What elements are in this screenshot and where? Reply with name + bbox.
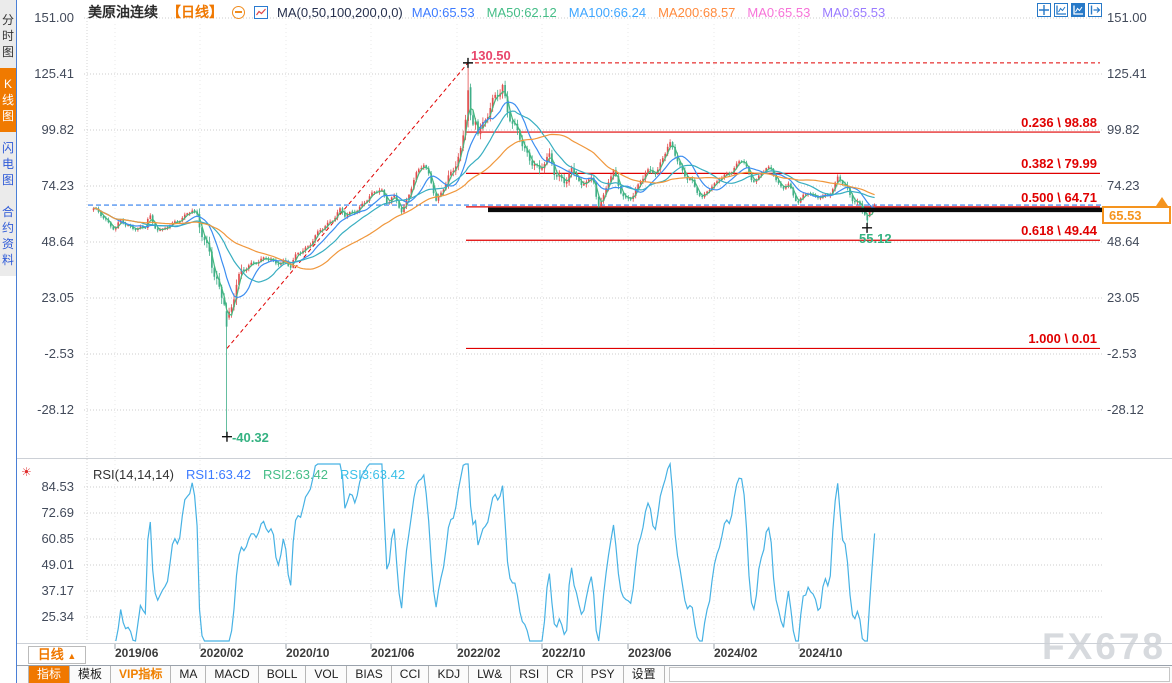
toolbar-button-指标[interactable]: 指标 xyxy=(28,666,71,683)
crash-low-label: -40.32 xyxy=(231,429,269,445)
price-label-right-4: 48.64 xyxy=(1107,234,1140,249)
ma-value-5: MA0:65.53 xyxy=(822,4,886,20)
ma-formula: MA(0,50,100,200,0,0) xyxy=(277,4,403,20)
toolbar-button-RSI[interactable]: RSI xyxy=(511,666,549,683)
rsi-label-0: 84.53 xyxy=(41,479,74,494)
go-to-latest-icon[interactable] xyxy=(1088,3,1102,17)
time-label-7: 2024/02 xyxy=(714,646,758,660)
collapse-icon[interactable] xyxy=(232,5,245,19)
time-label-0: 2019/06 xyxy=(115,646,159,660)
indicator-settings-icon[interactable]: ☀ xyxy=(21,465,32,479)
last-price-tag: 65.53 xyxy=(1102,206,1171,224)
sidebar-tab-2[interactable]: 闪 电 图 xyxy=(1,141,14,187)
toolbar-button-模板[interactable]: 模板 xyxy=(70,666,112,683)
sidebar: 分 时 图 K 线 图闪 电 图合 约 资 料 xyxy=(0,0,17,683)
toolbar-empty-field xyxy=(668,667,1170,682)
time-label-1: 2020/02 xyxy=(200,646,244,660)
ma-value-1: MA50:62.12 xyxy=(486,4,557,20)
price-label-left-1: 125.41 xyxy=(34,66,74,81)
ma-value-0: MA0:65.53 xyxy=(411,4,475,20)
period-selector-label: 日线 xyxy=(37,647,64,662)
rsi-value-1: RSI2:63.42 xyxy=(262,467,329,482)
price-label-right-6: -2.53 xyxy=(1107,346,1137,361)
price-label-right-7: -28.12 xyxy=(1107,402,1144,417)
price-label-right-0: 151.00 xyxy=(1107,10,1147,25)
period-selector[interactable]: 日线 ▲ xyxy=(28,646,86,664)
toolbar-button-PSY[interactable]: PSY xyxy=(583,666,624,683)
toolbar-button-VOL[interactable]: VOL xyxy=(306,666,348,683)
price-label-right-5: 23.05 xyxy=(1107,290,1140,305)
price-label-left-0: 151.00 xyxy=(34,10,74,25)
toolbar-buttons: 指标 模板 VIP指标 MA MACD BOLL VOL BIAS CCI KDJ LW& RSI CR… xyxy=(28,666,665,683)
time-label-2: 2020/10 xyxy=(286,646,330,660)
axis-scale-active-icon[interactable] xyxy=(1071,3,1085,17)
time-label-6: 2023/06 xyxy=(628,646,672,660)
rsi-label-1: 72.69 xyxy=(41,505,74,520)
ma-value-4: MA0:65.53 xyxy=(747,4,811,20)
symbol-name: 美原油连续 xyxy=(88,4,158,20)
rsi-label-5: 25.34 xyxy=(41,609,74,624)
recent-low-label: 55.12 xyxy=(859,230,892,246)
rsi-value-0: RSI1:63.42 xyxy=(185,467,251,482)
toolbar-button-KDJ[interactable]: KDJ xyxy=(429,666,470,683)
time-label-8: 2024/10 xyxy=(799,646,843,660)
toolbar-button-CR[interactable]: CR xyxy=(548,666,583,683)
toolbar-button-设置[interactable]: 设置 xyxy=(624,666,665,683)
sidebar-tab-0[interactable]: 分 时 图 xyxy=(1,13,14,59)
sidebar-tab-3[interactable]: 合 约 资 料 xyxy=(1,205,14,267)
sidebar-tabs: 分 时 图 K 线 图闪 电 图合 约 资 料 xyxy=(0,0,16,276)
toolbar-button-BIAS[interactable]: BIAS xyxy=(347,666,392,683)
indicator-toolbar: 指标 模板 VIP指标 MA MACD BOLL VOL BIAS CCI KDJ LW& RSI CR… xyxy=(17,665,1172,683)
toolbar-button-VIP指标[interactable]: VIP指标 xyxy=(111,666,172,683)
rsi-values: RSI1:63.42 RSI2:63.42 RSI3:63.42 xyxy=(186,467,405,482)
price-label-left-3: 74.23 xyxy=(41,178,74,193)
price-label-left-2: 99.82 xyxy=(41,122,74,137)
fib-label-0.500: 0.500 \ 64.71 xyxy=(1021,189,1097,205)
rsi-label-4: 37.17 xyxy=(41,583,74,598)
time-label-3: 2021/06 xyxy=(371,646,415,660)
toolbar-button-MACD[interactable]: MACD xyxy=(206,666,259,683)
ma-values: MA0:65.53 MA50:62.12 MA100:66.24 MA200:68.5… xyxy=(412,5,885,20)
price-up-arrow-icon xyxy=(1156,197,1168,206)
fib-label-1.000: 1.000 \ 0.01 xyxy=(1028,331,1097,347)
rsi-label-2: 60.85 xyxy=(41,531,74,546)
price-label-left-5: 23.05 xyxy=(41,290,74,305)
top-toolbar xyxy=(1037,3,1102,17)
chart-header: 美原油连续 【日线】 MA(0,50,100,200,0,0) MA0:65.5… xyxy=(88,3,885,21)
price-label-right-2: 99.82 xyxy=(1107,122,1140,137)
fib-label-0.618: 0.618 \ 49.44 xyxy=(1021,223,1097,239)
rsi-value-2: RSI3:63.42 xyxy=(340,467,406,482)
price-label-right-3: 74.23 xyxy=(1107,178,1140,193)
watermark: FX678 xyxy=(1041,626,1166,667)
period-label: 【日线】 xyxy=(167,4,223,20)
peak-price-label: 130.50 xyxy=(471,47,511,63)
time-label-5: 2022/10 xyxy=(542,646,586,660)
toolbar-button-MA[interactable]: MA xyxy=(171,666,207,683)
rsi-formula: RSI(14,14,14) xyxy=(93,467,174,482)
toolbar-button-CCI[interactable]: CCI xyxy=(392,666,430,683)
crosshair-icon[interactable] xyxy=(1037,3,1051,17)
axis-scale-icon[interactable] xyxy=(1054,3,1068,17)
rsi-header: RSI(14,14,14) RSI1:63.42 RSI2:63.42 RSI3:6… xyxy=(93,467,405,482)
toolbar-button-BOLL[interactable]: BOLL xyxy=(259,666,307,683)
panel-divider xyxy=(17,458,1172,459)
ma-value-2: MA100:66.24 xyxy=(568,4,647,20)
axis-divider xyxy=(17,643,1172,644)
ma-value-3: MA200:68.57 xyxy=(658,4,736,20)
price-label-left-7: -28.12 xyxy=(37,402,74,417)
price-label-left-4: 48.64 xyxy=(41,234,74,249)
toolbar-button-LW&[interactable]: LW& xyxy=(469,666,512,683)
fib-label-0.382: 0.382 \ 79.99 xyxy=(1021,156,1097,172)
chart-type-icon[interactable] xyxy=(254,5,268,19)
price-label-right-1: 125.41 xyxy=(1107,66,1147,81)
price-label-left-6: -2.53 xyxy=(44,346,74,361)
rsi-label-3: 49.01 xyxy=(41,557,74,572)
sidebar-tab-1[interactable]: K 线 图 xyxy=(0,68,16,132)
time-label-4: 2022/02 xyxy=(457,646,501,660)
fib-label-0.236: 0.236 \ 98.88 xyxy=(1021,115,1097,131)
chevron-up-icon: ▲ xyxy=(67,651,77,661)
